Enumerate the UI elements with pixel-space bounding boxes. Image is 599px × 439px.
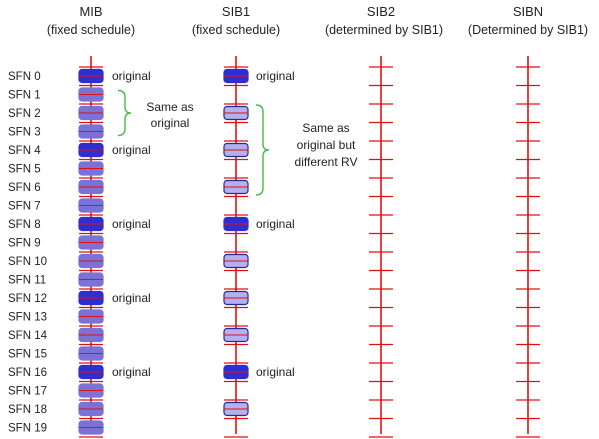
sfn-label: SFN 0: [8, 71, 41, 83]
mib-original-label: original: [112, 291, 151, 305]
sfn-label: SFN 19: [8, 423, 47, 435]
sib1-brace: [255, 104, 270, 196]
sfn-label: SFN 11: [8, 275, 46, 287]
sfn-label: SFN 4: [8, 145, 41, 157]
annotations: originaloriginaloriginaloriginaloriginal…: [112, 69, 357, 379]
sfn-label: SFN 18: [8, 404, 47, 416]
mib-brace-note: original: [151, 116, 190, 130]
sfn-label: SFN 14: [8, 330, 48, 342]
mib-column-subtitle: (fixed schedule): [47, 23, 135, 37]
sib2-column-title: SIB2: [367, 4, 395, 19]
sibn-column-title: SIBN: [513, 4, 543, 19]
sfn-label: SFN 17: [8, 386, 47, 398]
mib-original-label: original: [112, 143, 151, 157]
sib1-column-title: SIB1: [222, 4, 250, 19]
sib1-brace-note: Same as: [302, 121, 349, 135]
sfn-label: SFN 8: [8, 219, 41, 231]
sfn-label: SFN 6: [8, 182, 41, 194]
mib-original-label: original: [112, 217, 151, 231]
sib1-column-subtitle: (fixed schedule): [192, 23, 280, 37]
mib-original-label: original: [112, 69, 151, 83]
sib2-column-subtitle: (determined by SIB1): [325, 23, 443, 37]
frame-blocks: [78, 68, 249, 435]
mib-original-label: original: [112, 365, 151, 379]
sib1-original-label: original: [256, 365, 295, 379]
sibn-column-subtitle: (Determined by SIB1): [468, 23, 588, 37]
sib1-original-label: original: [256, 69, 295, 83]
sfn-label-column: SFN 0 SFN 1 SFN 2 SFN 3 SFN 4 SFN 5 SFN 6 SFN 7…: [8, 71, 48, 435]
mib-brace: [117, 89, 132, 137]
sfn-label: SFN 10: [8, 256, 47, 268]
sfn-label: SFN 3: [8, 127, 41, 139]
mib-column-title: MIB: [79, 4, 102, 19]
sfn-label: SFN 9: [8, 238, 41, 250]
sib1-brace-note: different RV: [295, 155, 358, 169]
sfn-label: SFN 16: [8, 367, 47, 379]
sfn-label: SFN 13: [8, 312, 47, 324]
sfn-label: SFN 5: [8, 164, 41, 176]
sfn-label: SFN 7: [8, 201, 41, 213]
sib1-original-label: original: [256, 217, 295, 231]
sfn-label: SFN 1: [8, 90, 41, 102]
sfn-label: SFN 15: [8, 349, 47, 361]
sib1-brace-note: original but: [297, 138, 356, 152]
sfn-label: SFN 2: [8, 108, 41, 120]
sfn-label: SFN 12: [8, 293, 47, 305]
mib-brace-note: Same as: [146, 100, 193, 114]
